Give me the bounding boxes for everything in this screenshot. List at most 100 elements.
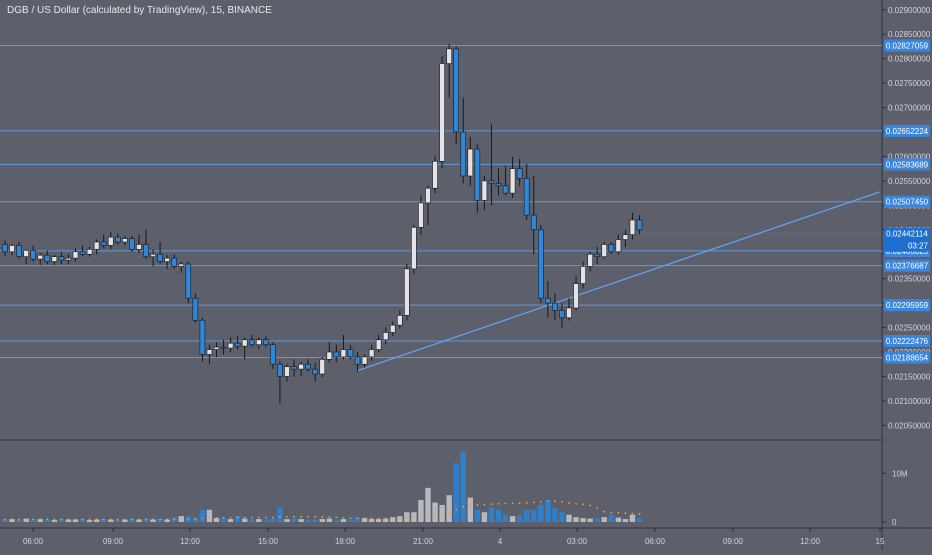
candle-body[interactable]: [305, 363, 311, 370]
candle-body[interactable]: [164, 257, 170, 262]
volume-bar[interactable]: [86, 520, 93, 522]
candle-body[interactable]: [291, 366, 297, 370]
candle-body[interactable]: [234, 342, 241, 347]
candle-body[interactable]: [9, 245, 15, 253]
candle-body[interactable]: [523, 178, 530, 216]
volume-bar[interactable]: [474, 509, 481, 522]
candle-body[interactable]: [220, 346, 227, 349]
candle-body[interactable]: [213, 346, 220, 350]
volume-bar[interactable]: [516, 515, 523, 522]
candle-body[interactable]: [51, 256, 58, 262]
volume-bar[interactable]: [199, 509, 206, 522]
candle-body[interactable]: [453, 48, 460, 133]
candle-body[interactable]: [608, 244, 615, 253]
volume-bar[interactable]: [340, 519, 347, 522]
volume-bar[interactable]: [213, 518, 220, 522]
candle-body[interactable]: [312, 368, 319, 375]
volume-bar[interactable]: [587, 518, 593, 522]
candle-body[interactable]: [199, 319, 206, 355]
volume-bar[interactable]: [418, 500, 424, 522]
volume-bar[interactable]: [601, 517, 607, 522]
trendline[interactable]: [357, 191, 880, 372]
candle-body[interactable]: [86, 249, 93, 255]
volume-bar[interactable]: [79, 519, 86, 522]
candle-body[interactable]: [93, 241, 100, 250]
volume-bar[interactable]: [545, 500, 551, 522]
candle-body[interactable]: [298, 363, 304, 370]
volume-bar[interactable]: [30, 519, 36, 522]
volume-bar[interactable]: [284, 519, 290, 522]
volume-bar[interactable]: [446, 495, 452, 522]
candle-body[interactable]: [615, 239, 622, 253]
volume-bar[interactable]: [636, 518, 643, 522]
volume-bar[interactable]: [531, 509, 537, 522]
candle-body[interactable]: [58, 256, 65, 261]
candle-body[interactable]: [100, 241, 107, 246]
volume-bar[interactable]: [425, 487, 431, 522]
candle-body[interactable]: [72, 251, 79, 259]
volume-bar[interactable]: [164, 519, 170, 522]
volume-bar[interactable]: [256, 519, 262, 522]
candle-body[interactable]: [516, 168, 523, 179]
volume-bar[interactable]: [333, 519, 340, 522]
candle-body[interactable]: [333, 351, 340, 358]
volume-bar[interactable]: [319, 519, 325, 522]
volume-bar[interactable]: [594, 518, 600, 522]
volume-bar[interactable]: [263, 519, 269, 522]
candle-body[interactable]: [481, 180, 488, 201]
volume-bar[interactable]: [192, 517, 199, 522]
volume-bar[interactable]: [509, 516, 516, 522]
candle-body[interactable]: [178, 263, 185, 267]
candle-body[interactable]: [530, 214, 537, 231]
candle-body[interactable]: [354, 356, 361, 365]
volume-bar[interactable]: [242, 518, 248, 522]
volume-bar[interactable]: [488, 507, 495, 522]
volume-bar[interactable]: [453, 463, 459, 523]
candle-body[interactable]: [136, 244, 142, 250]
volume-bar[interactable]: [375, 519, 382, 522]
candle-body[interactable]: [65, 257, 72, 261]
volume-bar[interactable]: [65, 519, 72, 522]
candle-body[interactable]: [368, 349, 375, 358]
volume-bar[interactable]: [58, 519, 65, 522]
candle-body[interactable]: [206, 349, 213, 355]
volume-bar[interactable]: [615, 517, 622, 522]
candle-body[interactable]: [157, 253, 163, 262]
volume-bar[interactable]: [291, 518, 297, 522]
candle-body[interactable]: [439, 63, 445, 162]
candle-body[interactable]: [44, 254, 51, 262]
volume-bar[interactable]: [629, 514, 636, 522]
volume-bar[interactable]: [432, 502, 438, 523]
candle-body[interactable]: [79, 251, 86, 255]
candle-body[interactable]: [629, 219, 636, 235]
candle-body[interactable]: [241, 339, 248, 347]
candle-body[interactable]: [636, 219, 643, 231]
candle-body[interactable]: [418, 202, 424, 228]
candle-body[interactable]: [361, 356, 368, 365]
candle-body[interactable]: [566, 307, 572, 319]
volume-bar[interactable]: [347, 519, 354, 522]
volume-bar[interactable]: [270, 518, 276, 522]
candle-body[interactable]: [474, 148, 481, 201]
candle-body[interactable]: [488, 180, 495, 184]
candle-body[interactable]: [404, 268, 410, 316]
volume-bar[interactable]: [460, 451, 466, 522]
volume-bar[interactable]: [157, 519, 163, 522]
volume-bar[interactable]: [538, 504, 544, 522]
volume-bar[interactable]: [23, 518, 29, 522]
volume-bar[interactable]: [143, 519, 149, 522]
volume-bar[interactable]: [552, 508, 558, 522]
volume-bar[interactable]: [249, 519, 255, 522]
volume-bar[interactable]: [93, 519, 100, 522]
candle-body[interactable]: [446, 48, 452, 64]
candle-body[interactable]: [270, 344, 276, 365]
volume-bar[interactable]: [150, 519, 156, 522]
volume-bar[interactable]: [566, 514, 572, 522]
volume-bar[interactable]: [580, 518, 586, 522]
candle-body[interactable]: [192, 297, 199, 321]
candle-body[interactable]: [537, 229, 544, 299]
volume-bar[interactable]: [115, 520, 121, 522]
volume-bar[interactable]: [368, 519, 375, 522]
